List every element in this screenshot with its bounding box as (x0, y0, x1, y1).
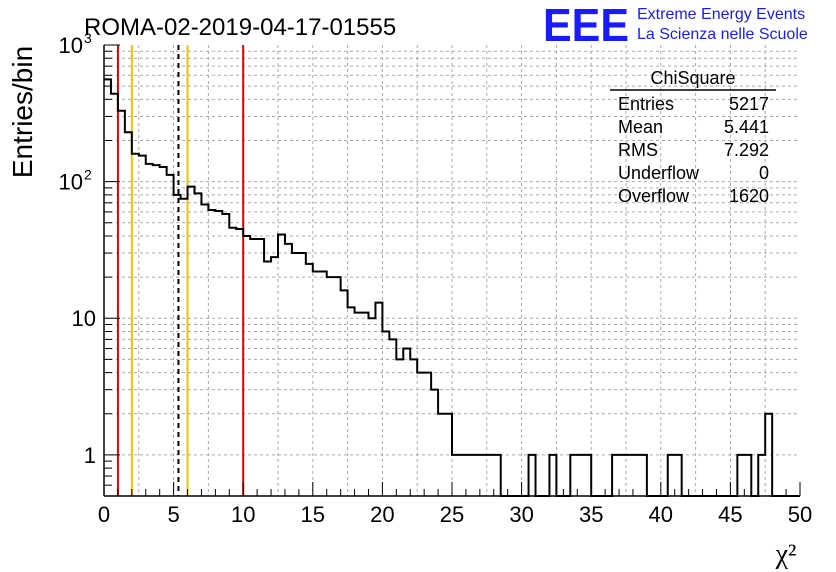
stats-row-value: 1620 (729, 186, 769, 206)
stats-row-label: Overflow (618, 186, 690, 206)
y-tick-label-exponent: 2 (84, 167, 92, 183)
eee-logo: EEE (543, 0, 629, 51)
x-tick-label: 40 (649, 502, 673, 527)
stats-box: ChiSquare Entries 5217 Mean 5.441 RMS 7.292 Un… (610, 68, 776, 206)
stats-row-value: 0 (759, 163, 769, 183)
y-tick-label: 10 (59, 170, 83, 195)
stats-row-value: 7.292 (724, 140, 769, 160)
x-tick-label: 50 (788, 502, 812, 527)
threshold-lines (116, 45, 245, 496)
x-tick-label: 25 (440, 502, 464, 527)
stats-row-value: 5217 (729, 94, 769, 114)
grid-lines (104, 45, 800, 497)
y-tick-label: 10 (59, 33, 83, 58)
brand-line-1: Extreme Energy Events (637, 6, 805, 23)
stats-row-label: Mean (618, 117, 663, 137)
x-tick-label: 30 (509, 502, 533, 527)
brand-line-2: La Scienza nelle Scuole (637, 26, 808, 43)
x-tick-label: 5 (167, 502, 179, 527)
x-tick-label: 0 (98, 502, 110, 527)
x-axis-ticks: 0 5 10 15 20 25 30 35 40 45 50 (98, 482, 812, 527)
y-tick-label-exponent: 3 (84, 30, 92, 46)
y-tick-label: 10 (72, 306, 96, 331)
x-axis-label: χ² (775, 539, 797, 570)
stats-box-title: ChiSquare (650, 68, 735, 88)
y-tick-label: 1 (84, 443, 96, 468)
x-tick-label: 45 (718, 502, 742, 527)
x-tick-label: 10 (231, 502, 255, 527)
stats-row-value: 5.441 (724, 117, 769, 137)
y-axis-label: Entries/bin (7, 46, 38, 178)
stats-row-label: RMS (618, 140, 658, 160)
stats-row-label: Entries (618, 94, 674, 114)
x-tick-label: 15 (301, 502, 325, 527)
x-tick-label: 20 (370, 502, 394, 527)
chart-title: ROMA-02-2019-04-17-01555 (84, 14, 396, 41)
x-tick-label: 35 (579, 502, 603, 527)
stats-row-label: Underflow (618, 163, 700, 183)
